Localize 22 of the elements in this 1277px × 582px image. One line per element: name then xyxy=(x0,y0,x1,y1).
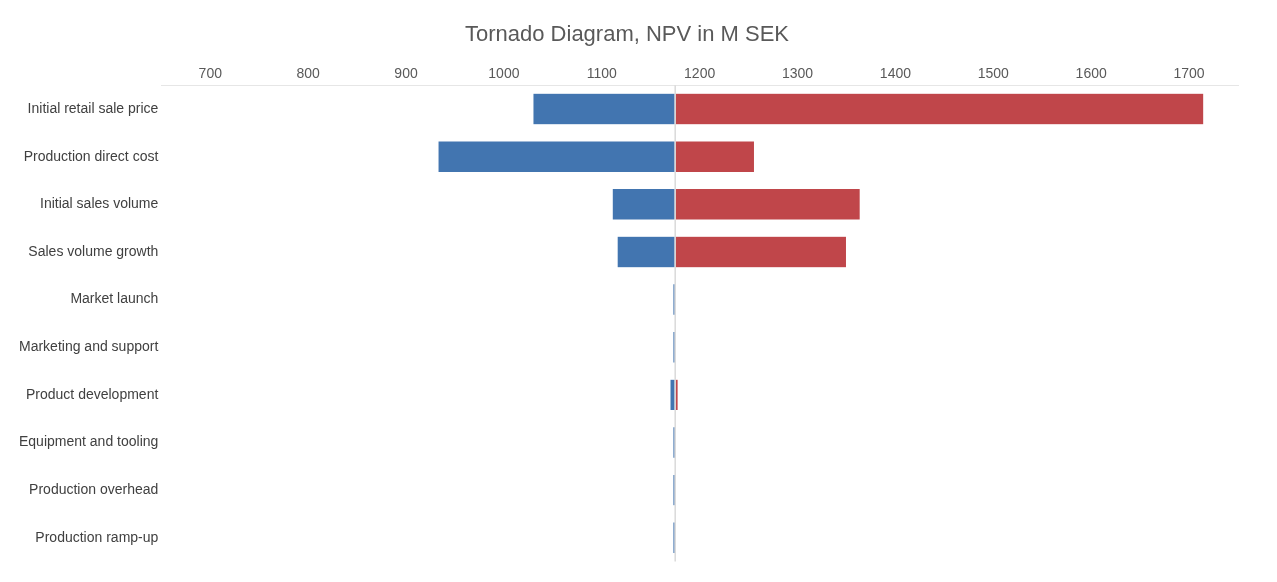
y-tick-label: Product development xyxy=(26,385,159,402)
x-tick-label: 1700 xyxy=(1173,64,1205,81)
y-tick-label: Initial sales volume xyxy=(40,195,159,212)
y-tick-label: Market launch xyxy=(70,290,159,307)
x-tick-label: 1300 xyxy=(781,64,814,81)
x-tick-label: 1500 xyxy=(977,64,1010,81)
x-tick-label: 1100 xyxy=(586,64,618,81)
y-tick-label: Initial retail sale price xyxy=(27,99,159,116)
y-tick-label: Equipment and tooling xyxy=(19,433,159,450)
x-tick-label: 900 xyxy=(394,64,418,81)
x-tick-label: 700 xyxy=(198,64,223,81)
y-tick-label: Production ramp-up xyxy=(35,528,159,545)
x-tick-label: 1600 xyxy=(1075,64,1107,81)
x-tick-label: 1000 xyxy=(488,64,520,81)
y-tick-label: Production direct cost xyxy=(23,147,159,164)
x-tick-label: 1200 xyxy=(684,64,716,81)
x-tick-label: 1400 xyxy=(879,64,912,81)
y-tick-label: Sales volume growth xyxy=(28,242,159,259)
x-tick-label: 800 xyxy=(296,64,321,81)
y-tick-label: Marketing and support xyxy=(19,338,159,355)
chart-title: Tornado Diagram, NPV in M SEK xyxy=(464,21,790,47)
y-tick-label: Production overhead xyxy=(29,481,159,497)
